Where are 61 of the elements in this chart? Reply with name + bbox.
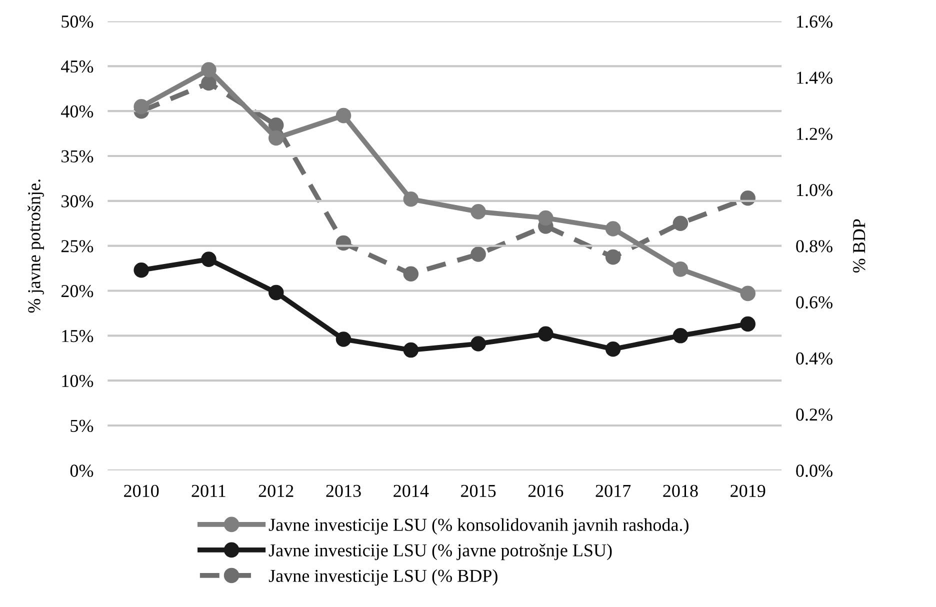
x-tick-label: 2019 xyxy=(730,484,766,498)
point xyxy=(470,246,486,262)
y2-tick-label: 1.6% xyxy=(797,16,832,28)
y2-tick-label: 0.2% xyxy=(796,408,832,421)
point xyxy=(403,342,419,358)
point xyxy=(201,75,216,91)
point xyxy=(403,191,419,207)
y-tick-label: 40% xyxy=(61,105,94,118)
x-tick-label: 2017 xyxy=(596,484,631,498)
x-tick-label: 2015 xyxy=(461,484,496,498)
point xyxy=(538,326,554,342)
y-axis-title: % javne potrošnje. xyxy=(28,180,44,313)
y2-tick-label: 0.4% xyxy=(796,352,832,365)
point xyxy=(470,336,486,352)
point xyxy=(201,62,216,78)
x-tick-label: 2010 xyxy=(124,484,159,498)
y2-tick-label: 1.4% xyxy=(797,72,832,84)
point xyxy=(605,249,621,265)
x-tick-label: 2012 xyxy=(258,484,294,498)
x-tick-label: 2014 xyxy=(394,484,429,498)
y-tick-label: 10% xyxy=(62,374,94,388)
point xyxy=(268,284,284,300)
point xyxy=(336,332,352,347)
point xyxy=(336,108,352,124)
point xyxy=(134,98,149,114)
point xyxy=(740,316,756,332)
point xyxy=(201,252,216,267)
point xyxy=(268,117,284,133)
point xyxy=(672,262,688,277)
point xyxy=(134,262,149,278)
y-tick-label: 45% xyxy=(61,60,94,73)
y-tick-label: 15% xyxy=(62,330,94,342)
y-tick-label: 35% xyxy=(62,150,94,162)
y-tick-label: 50% xyxy=(62,16,94,28)
point xyxy=(672,328,688,344)
y2-tick-label: 1.0% xyxy=(797,184,832,196)
point xyxy=(403,266,419,282)
legend-label: Javne investicije LSU (% javne potrošnje LSU) xyxy=(268,544,612,560)
point xyxy=(605,221,621,236)
point xyxy=(470,204,486,220)
point xyxy=(605,342,621,357)
x-tick-label: 2011 xyxy=(192,484,226,498)
point xyxy=(740,286,756,302)
point xyxy=(538,210,554,226)
point xyxy=(268,130,284,146)
point xyxy=(672,216,688,232)
x-tick-label: 2013 xyxy=(326,484,361,498)
y-tick-label: 0% xyxy=(70,464,94,477)
y2-tick-label: 1.2% xyxy=(797,128,832,140)
x-tick-label: 2016 xyxy=(528,484,564,498)
y-tick-label: 5% xyxy=(70,420,94,432)
y2-tick-label: 0.8% xyxy=(796,240,832,252)
y2-tick-label: 0.6% xyxy=(796,296,832,309)
y-tick-label: 25% xyxy=(61,240,94,252)
x-tick-label: 2018 xyxy=(663,484,698,498)
y2-tick-label: 0.0% xyxy=(796,464,832,477)
y-tick-label: 20% xyxy=(61,285,94,298)
y-tick-label: 30% xyxy=(62,195,94,208)
legend-label: Javne investicije LSU (% BDP) xyxy=(268,569,498,586)
legend-label: Javne investicije LSU (% konsolidovanih javnih rashoda.) xyxy=(268,518,688,535)
y2-axis-title: % BDP xyxy=(853,219,866,273)
